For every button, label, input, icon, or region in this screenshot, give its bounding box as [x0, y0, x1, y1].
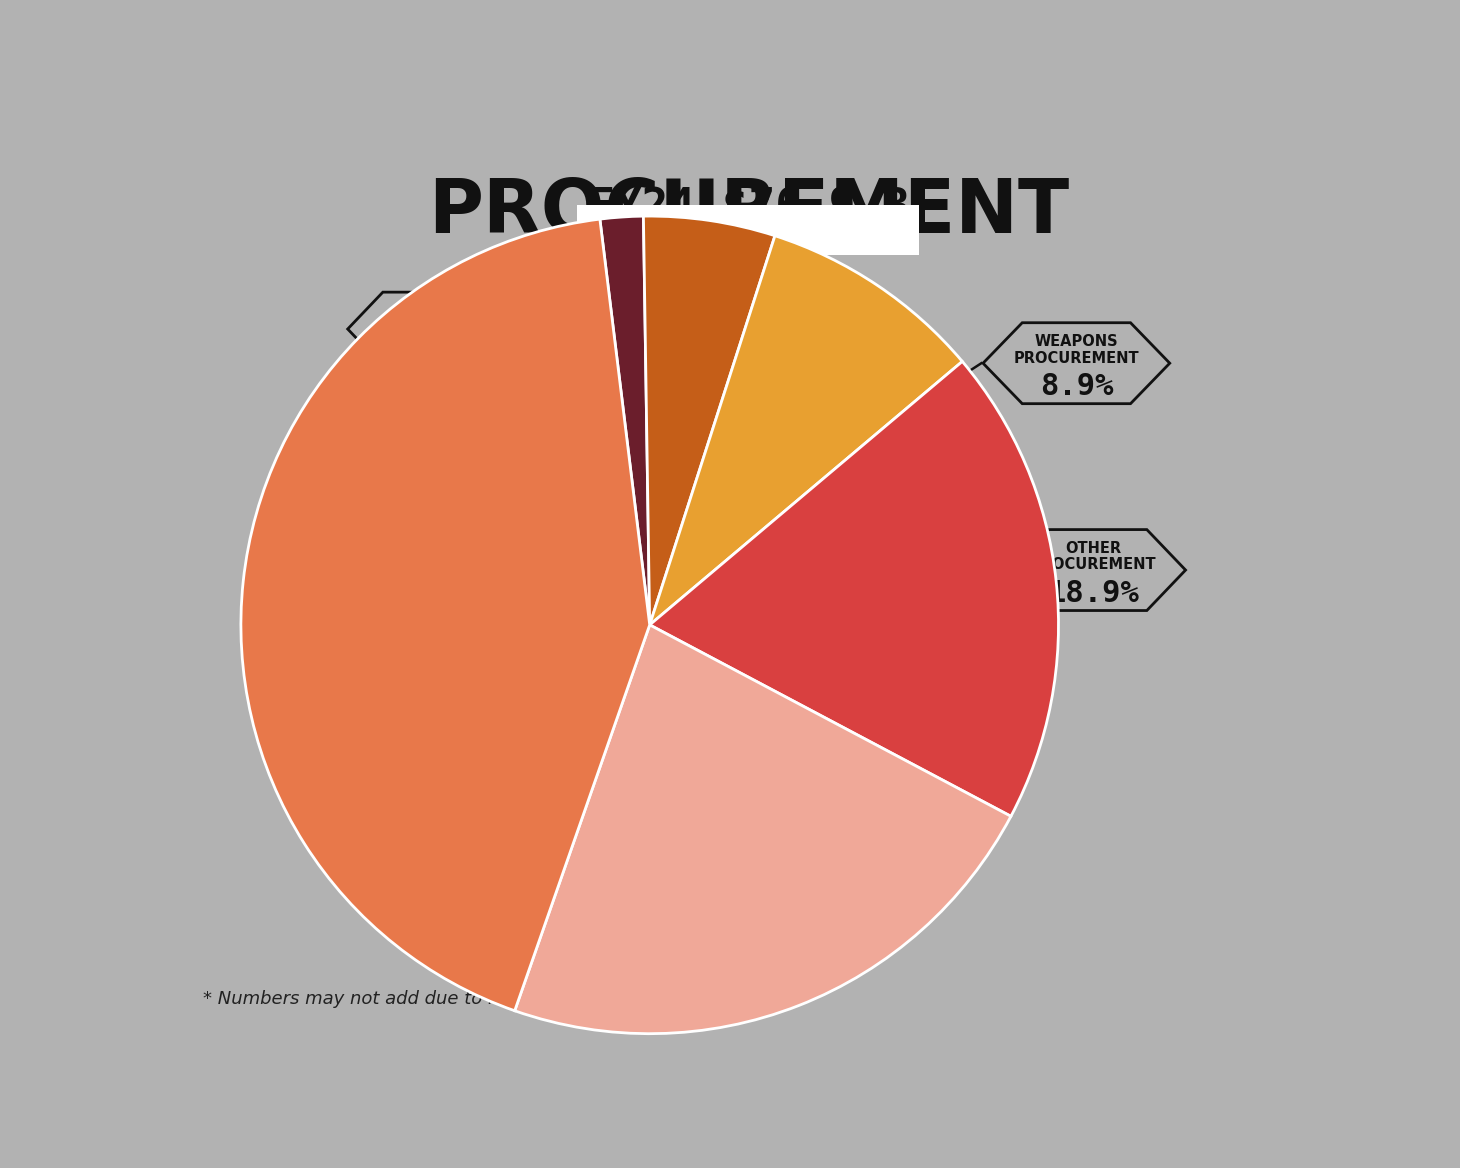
Text: 18.9%: 18.9%	[1047, 579, 1139, 607]
Text: * Numbers may not add due to rounding: * Numbers may not add due to rounding	[203, 990, 568, 1008]
Ellipse shape	[358, 360, 1042, 952]
Wedge shape	[644, 216, 775, 625]
Wedge shape	[515, 625, 1010, 1034]
Text: PROCUREMENT
MARINE CORPS: PROCUREMENT MARINE CORPS	[708, 288, 834, 321]
Text: 1.7%: 1.7%	[394, 338, 469, 367]
Wedge shape	[650, 361, 1058, 816]
Text: SHIPBUILDING &
CONVERSION: SHIPBUILDING & CONVERSION	[307, 690, 444, 723]
Text: OTHER
PROCUREMENT: OTHER PROCUREMENT	[1031, 541, 1156, 572]
Text: 22.6%: 22.6%	[775, 909, 867, 938]
Text: FY24 $76.9 B: FY24 $76.9 B	[588, 186, 908, 229]
Wedge shape	[600, 216, 650, 625]
Text: PROCUREMENT: PROCUREMENT	[428, 176, 1069, 249]
Text: WEAPONS
PROCUREMENT: WEAPONS PROCUREMENT	[1013, 334, 1139, 366]
Text: 42.7%: 42.7%	[328, 729, 420, 758]
Text: AIRCRAFT
PROCUREMENT: AIRCRAFT PROCUREMENT	[759, 870, 885, 903]
Text: 8.9%: 8.9%	[1040, 373, 1113, 401]
FancyBboxPatch shape	[577, 204, 920, 256]
Text: 5.2%: 5.2%	[734, 327, 807, 356]
Text: AMMUNITION: AMMUNITION	[375, 317, 488, 332]
Wedge shape	[241, 220, 650, 1010]
Wedge shape	[650, 236, 962, 625]
